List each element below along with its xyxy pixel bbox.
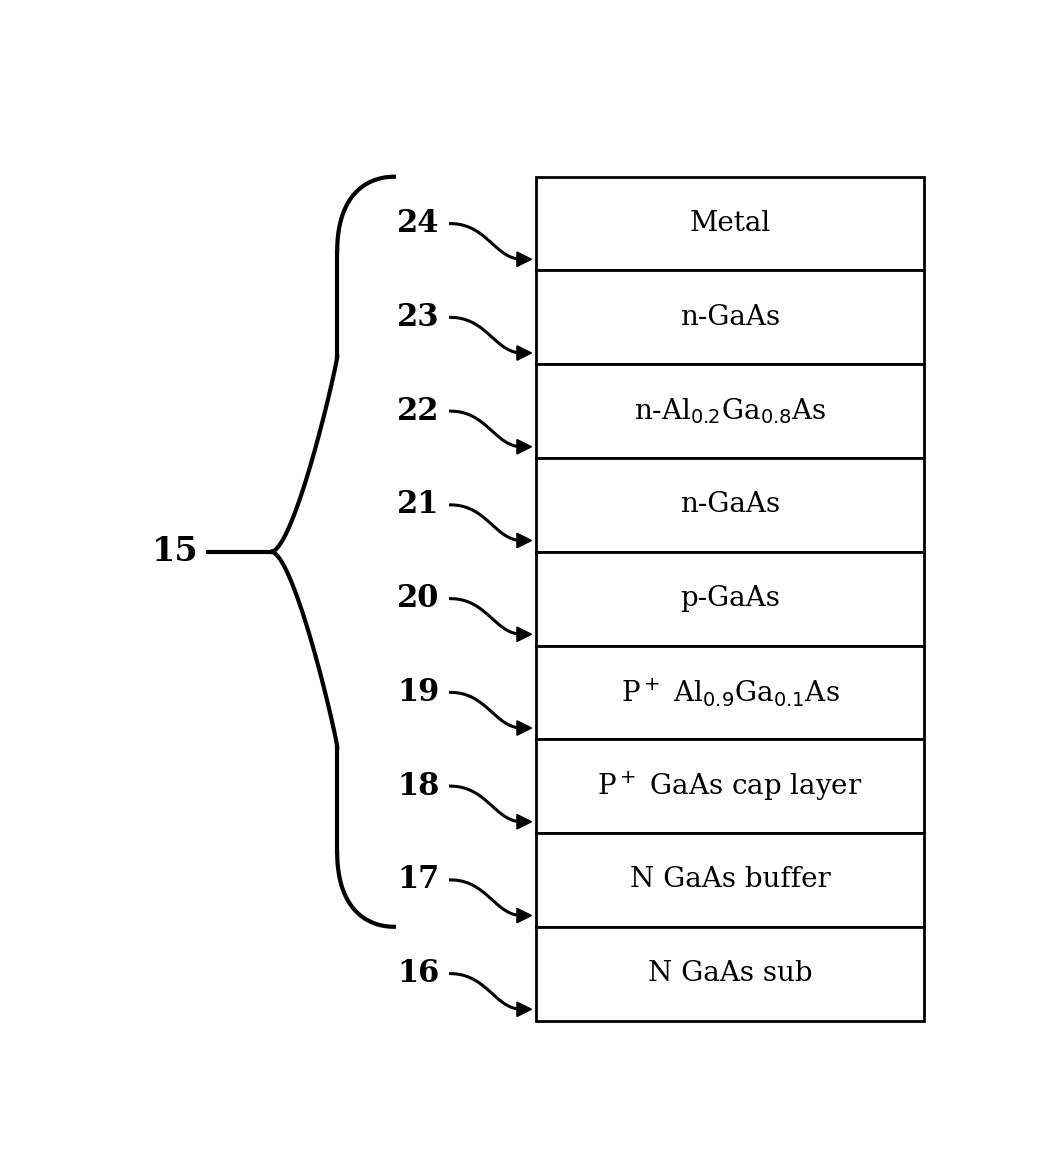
- Text: n-GaAs: n-GaAs: [680, 491, 780, 518]
- Bar: [536, 927, 925, 1021]
- Bar: [536, 646, 925, 740]
- Text: 20: 20: [397, 584, 439, 614]
- Polygon shape: [517, 721, 532, 735]
- Bar: [536, 458, 925, 552]
- Text: 18: 18: [397, 771, 439, 802]
- Polygon shape: [517, 346, 532, 360]
- Text: N GaAs buffer: N GaAs buffer: [629, 866, 831, 893]
- Text: n-GaAs: n-GaAs: [680, 304, 780, 331]
- Bar: [536, 740, 925, 833]
- Text: P$^+$ Al$_{0.9}$Ga$_{0.1}$As: P$^+$ Al$_{0.9}$Ga$_{0.1}$As: [621, 676, 839, 709]
- Text: P$^+$ GaAs cap layer: P$^+$ GaAs cap layer: [597, 769, 863, 803]
- Polygon shape: [517, 533, 532, 547]
- Bar: [536, 552, 925, 646]
- Text: 19: 19: [397, 677, 439, 708]
- Text: 17: 17: [397, 865, 439, 895]
- Text: 23: 23: [397, 302, 440, 333]
- Text: Metal: Metal: [690, 210, 770, 237]
- Bar: [536, 177, 925, 271]
- Polygon shape: [517, 815, 532, 829]
- Polygon shape: [517, 440, 532, 454]
- Text: p-GaAs: p-GaAs: [680, 585, 780, 612]
- Text: 16: 16: [397, 959, 439, 989]
- Bar: [536, 833, 925, 927]
- Polygon shape: [517, 252, 532, 266]
- Polygon shape: [517, 1002, 532, 1016]
- Bar: [536, 271, 925, 364]
- Text: n-Al$_{0.2}$Ga$_{0.8}$As: n-Al$_{0.2}$Ga$_{0.8}$As: [634, 396, 826, 425]
- Polygon shape: [517, 908, 532, 922]
- Text: 15: 15: [152, 536, 199, 568]
- Text: 21: 21: [397, 490, 439, 520]
- Text: N GaAs sub: N GaAs sub: [648, 960, 812, 987]
- Text: 22: 22: [397, 396, 439, 427]
- Bar: [536, 364, 925, 458]
- Polygon shape: [517, 627, 532, 641]
- Text: 24: 24: [397, 209, 439, 239]
